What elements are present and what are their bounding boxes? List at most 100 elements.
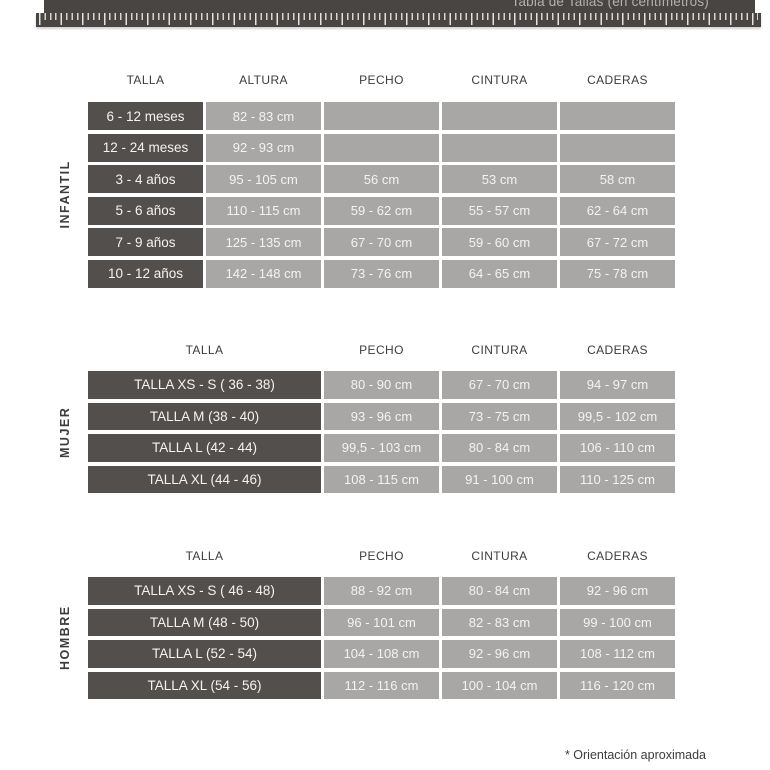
column-header-caderas: CADERAS (587, 343, 648, 357)
cell-measure: 104 - 108 cm (324, 640, 439, 668)
column-header-caderas: CADERAS (587, 73, 648, 87)
column-header-cintura: CINTURA (471, 73, 528, 87)
cell-measure: 95 - 105 cm (206, 165, 321, 193)
ruler-icon (36, 13, 761, 27)
cell-measure: 80 - 84 cm (442, 577, 557, 605)
cell-talla: TALLA XS - S ( 46 - 48) (88, 577, 321, 605)
cell-measure: 88 - 92 cm (324, 577, 439, 605)
cell-measure: 93 - 96 cm (324, 402, 439, 430)
cell-measure: 80 - 90 cm (324, 371, 439, 399)
table-row: TALLA XS - S ( 46 - 48) 88 - 92 cm 80 - 84… (88, 577, 675, 605)
cell-measure: 64 - 65 cm (442, 259, 557, 288)
cell-talla: 6 - 12 meses (88, 102, 203, 130)
ruler-tall-ticks-icon (39, 13, 758, 25)
cell-talla: 10 - 12 años (88, 259, 203, 288)
cell-talla: TALLA L (42 - 44) (88, 434, 321, 462)
table-row: TALLA XL (44 - 46) 108 - 115 cm 91 - 100 c… (88, 465, 675, 493)
table-row: 3 - 4 años 95 - 105 cm 56 cm 53 cm 58 cm (88, 165, 675, 193)
cell-talla: 5 - 6 años (88, 196, 203, 225)
table-row: 7 - 9 años 125 - 135 cm 67 - 70 cm 59 - 60 … (88, 228, 675, 256)
column-header-talla: TALLA (185, 549, 224, 563)
column-header-pecho: PECHO (359, 73, 404, 87)
cell-measure: 67 - 72 cm (560, 228, 675, 256)
column-header-talla: TALLA (185, 343, 224, 357)
cell-measure: 108 - 115 cm (324, 465, 439, 493)
cell-measure: 99,5 - 103 cm (324, 434, 439, 462)
cell-talla: TALLA XL (54 - 56) (88, 671, 321, 699)
cell-measure: 55 - 57 cm (442, 196, 557, 225)
cell-measure: 59 - 60 cm (442, 228, 557, 256)
cell-measure: 142 - 148 cm (206, 259, 321, 288)
cell-measure: 92 - 96 cm (442, 640, 557, 668)
cell-measure: 67 - 70 cm (324, 228, 439, 256)
page-title: Tabla de Tallas (en centímetros) (511, 0, 709, 9)
cell-measure: 92 - 93 cm (206, 133, 321, 162)
cell-talla: TALLA M (38 - 40) (88, 402, 321, 430)
cell-measure: 58 cm (560, 165, 675, 193)
section-label-mujer: MUJER (58, 406, 72, 458)
cell-measure: 59 - 62 cm (324, 196, 439, 225)
table-row: 10 - 12 años 142 - 148 cm 73 - 76 cm 64 - 6… (88, 259, 675, 288)
cell-talla: TALLA XS - S ( 36 - 38) (88, 371, 321, 399)
column-header-cintura: CINTURA (471, 343, 528, 357)
cell-measure (442, 133, 557, 162)
cell-measure: 94 - 97 cm (560, 371, 675, 399)
column-header-cintura: CINTURA (471, 549, 528, 563)
table-row: 6 - 12 meses 82 - 83 cm (88, 102, 675, 130)
cell-measure (560, 133, 675, 162)
column-headers-hombre: TALLA PECHO CINTURA CADERAS (88, 549, 675, 563)
cell-talla: 3 - 4 años (88, 165, 203, 193)
table-rows-hombre: TALLA XS - S ( 46 - 48) 88 - 92 cm 80 - 84… (88, 577, 675, 699)
table-row: TALLA L (52 - 54) 104 - 108 cm 92 - 96 cm 1… (88, 640, 675, 668)
table-row: TALLA M (48 - 50) 96 - 101 cm 82 - 83 cm 99… (88, 608, 675, 636)
cell-measure: 96 - 101 cm (324, 608, 439, 636)
cell-measure: 99 - 100 cm (560, 608, 675, 636)
column-headers-mujer: TALLA PECHO CINTURA CADERAS (88, 343, 675, 357)
cell-measure: 110 - 125 cm (560, 465, 675, 493)
cell-measure: 125 - 135 cm (206, 228, 321, 256)
cell-measure: 108 - 112 cm (560, 640, 675, 668)
cell-measure: 106 - 110 cm (560, 434, 675, 462)
column-header-altura: ALTURA (239, 73, 288, 87)
table-rows-mujer: TALLA XS - S ( 36 - 38) 80 - 90 cm 67 - 70… (88, 371, 675, 493)
cell-measure: 91 - 100 cm (442, 465, 557, 493)
section-label-infantil: INFANTIL (58, 160, 72, 229)
cell-measure: 82 - 83 cm (206, 102, 321, 130)
column-header-talla: TALLA (126, 73, 165, 87)
cell-measure (324, 133, 439, 162)
footnote: * Orientación aproximada (564, 748, 706, 762)
table-row: TALLA L (42 - 44) 99,5 - 103 cm 80 - 84 cm… (88, 434, 675, 462)
cell-measure: 112 - 116 cm (324, 671, 439, 699)
cell-measure: 100 - 104 cm (442, 671, 557, 699)
cell-measure (442, 102, 557, 130)
table-row: 12 - 24 meses 92 - 93 cm (88, 133, 675, 162)
table-rows-infantil: 6 - 12 meses 82 - 83 cm 12 - 24 meses 92 - … (88, 102, 675, 288)
cell-measure (560, 102, 675, 130)
tape-bar: Tabla de Tallas (en centímetros) (44, 0, 755, 13)
table-row: TALLA XS - S ( 36 - 38) 80 - 90 cm 67 - 70… (88, 371, 675, 399)
cell-measure: 82 - 83 cm (442, 608, 557, 636)
cell-measure: 92 - 96 cm (560, 577, 675, 605)
cell-measure: 110 - 115 cm (206, 196, 321, 225)
cell-talla: TALLA XL (44 - 46) (88, 465, 321, 493)
cell-measure: 67 - 70 cm (442, 371, 557, 399)
cell-talla: 12 - 24 meses (88, 133, 203, 162)
cell-measure: 56 cm (324, 165, 439, 193)
cell-measure: 73 - 75 cm (442, 402, 557, 430)
cell-measure: 62 - 64 cm (560, 196, 675, 225)
table-row: TALLA XL (54 - 56) 112 - 116 cm 100 - 104 … (88, 671, 675, 699)
table-row: TALLA M (38 - 40) 93 - 96 cm 73 - 75 cm 99,… (88, 402, 675, 430)
cell-measure: 53 cm (442, 165, 557, 193)
column-header-caderas: CADERAS (587, 549, 648, 563)
cell-measure: 73 - 76 cm (324, 259, 439, 288)
cell-talla: 7 - 9 años (88, 228, 203, 256)
cell-measure: 116 - 120 cm (560, 671, 675, 699)
cell-talla: TALLA L (52 - 54) (88, 640, 321, 668)
cell-talla: TALLA M (48 - 50) (88, 608, 321, 636)
column-headers-infantil: TALLA ALTURA PECHO CINTURA CADERAS (88, 73, 675, 87)
column-header-pecho: PECHO (359, 549, 404, 563)
cell-measure (324, 102, 439, 130)
cell-measure: 80 - 84 cm (442, 434, 557, 462)
section-label-hombre: HOMBRE (58, 605, 72, 671)
